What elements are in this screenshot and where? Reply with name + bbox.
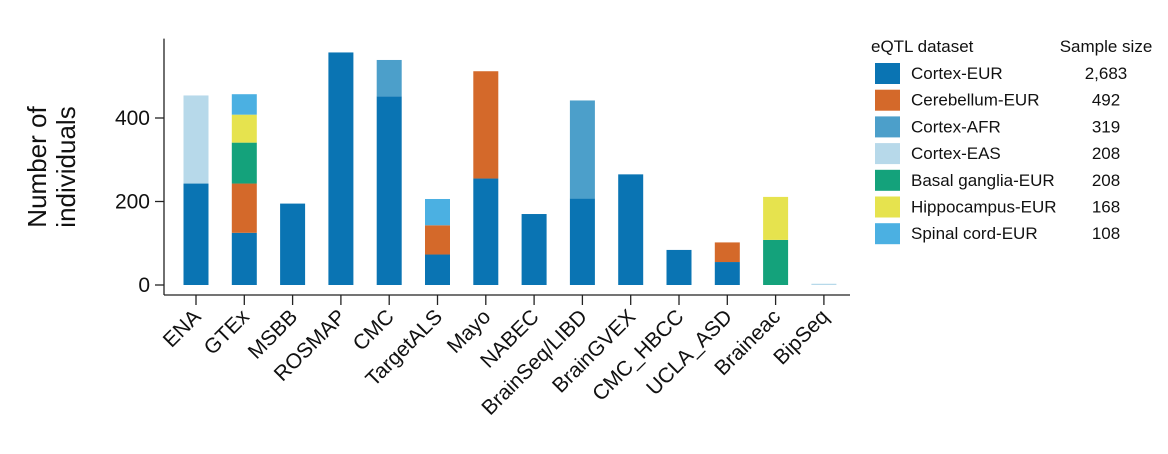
y-axis-title-line-1: Number of <box>22 106 52 228</box>
legend-label: Cortex-AFR <box>911 117 1001 136</box>
legend-items: Cortex-EUR 2,683 Cerebellum-EUR 492 Cortex-A… <box>875 63 1128 245</box>
y-axis-title-group: Number of individuals <box>22 106 81 228</box>
x-tick-labels: ENAGTExMSBBROSMAPCMCTargetALSMayoNABECBr… <box>159 295 833 420</box>
x-tick-label: ENA <box>159 305 206 352</box>
y-tick-label: 0 <box>138 274 150 297</box>
bars <box>183 52 837 285</box>
legend-label: Hippocampus-EUR <box>911 198 1057 217</box>
y-tick-label: 400 <box>115 107 150 130</box>
bar-segment <box>473 71 499 179</box>
bar-segment <box>231 94 257 115</box>
bar-segment <box>714 262 740 285</box>
legend-swatch <box>875 89 900 111</box>
bar-segment <box>376 96 402 285</box>
legend-title: eQTL dataset <box>871 37 974 56</box>
legend-sample-size: 319 <box>1092 117 1120 136</box>
bar-segment <box>618 174 644 285</box>
bar-segment <box>811 283 837 285</box>
bar-segment <box>231 232 257 285</box>
legend-swatch <box>875 196 900 218</box>
legend-sample-size: 208 <box>1092 171 1120 190</box>
bar-segment <box>231 114 257 143</box>
bar-segment <box>280 203 306 285</box>
legend: eQTL dataset Sample size Cortex-EUR 2,683… <box>871 37 1153 245</box>
legend-swatch <box>875 143 900 165</box>
bar-segment <box>714 242 740 263</box>
bar-segment <box>569 198 595 285</box>
legend-sample-size: 208 <box>1092 144 1120 163</box>
axes: 0 200 400 <box>115 38 850 297</box>
bar-segment <box>569 100 595 199</box>
bar-segment <box>376 59 402 97</box>
bar-segment <box>763 239 789 285</box>
bar-segment <box>473 178 499 285</box>
legend-sample-size: 168 <box>1092 198 1120 217</box>
legend-sample-size: 108 <box>1092 224 1120 243</box>
legend-sample-size-title: Sample size <box>1060 37 1153 56</box>
y-axis-title-line-2: individuals <box>51 106 81 227</box>
bar-segment <box>183 183 209 285</box>
x-tick-label: BipSeq <box>769 305 833 369</box>
legend-label: Cerebellum-EUR <box>911 91 1039 110</box>
legend-swatch <box>875 223 900 245</box>
bar-segment <box>183 95 209 184</box>
legend-swatch <box>875 169 900 191</box>
x-tick-label: GTEx <box>200 305 255 360</box>
y-tick-label: 200 <box>115 191 150 214</box>
legend-swatch <box>875 116 900 138</box>
legend-sample-size: 492 <box>1092 91 1120 110</box>
legend-label: Cortex-EAS <box>911 144 1001 163</box>
bar-segment <box>231 142 257 184</box>
legend-label: Basal ganglia-EUR <box>911 171 1055 190</box>
bar-segment <box>425 254 450 285</box>
bar-segment <box>328 52 354 285</box>
bar-segment <box>425 225 450 255</box>
bar-segment <box>231 183 257 233</box>
legend-sample-size: 2,683 <box>1085 64 1128 83</box>
bar-segment <box>521 214 547 285</box>
legend-label: Cortex-EUR <box>911 64 1003 83</box>
bar-segment <box>763 196 789 240</box>
legend-label: Spinal cord-EUR <box>911 224 1038 243</box>
bar-segment <box>425 198 450 226</box>
legend-swatch <box>875 63 900 84</box>
bar-segment <box>666 249 692 285</box>
